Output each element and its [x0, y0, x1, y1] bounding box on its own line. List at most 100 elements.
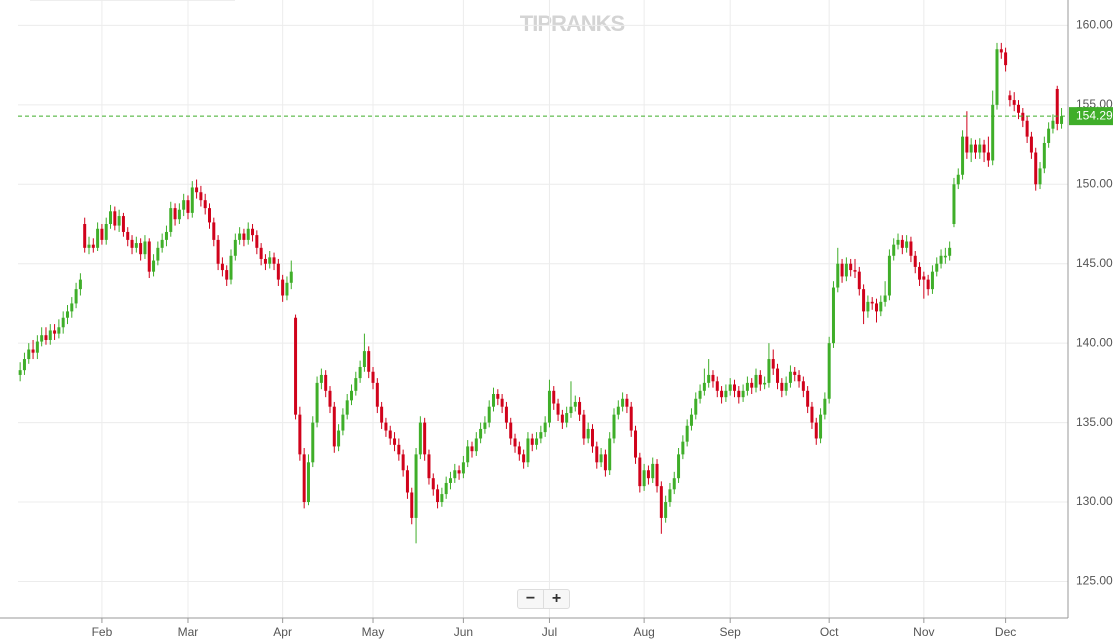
candle-body [164, 231, 168, 240]
candle-body [530, 438, 534, 445]
candle-body [509, 422, 513, 439]
candle-body [909, 241, 913, 256]
candle-body [78, 279, 82, 290]
candle-body [823, 398, 827, 415]
candle-body [758, 374, 762, 385]
candle-body [126, 231, 130, 240]
candle-body [384, 422, 388, 431]
candle-body [677, 454, 681, 479]
candle-body [57, 327, 61, 334]
candle-body [83, 224, 87, 248]
candle-body [535, 438, 539, 445]
candle-body [883, 295, 887, 302]
candle-body [875, 303, 879, 312]
x-tick-label: Oct [820, 625, 839, 639]
candle-body [556, 403, 560, 415]
candle-body [737, 390, 741, 398]
candle-body [862, 289, 866, 312]
candle-body [1055, 88, 1059, 124]
candle-body [139, 243, 143, 255]
candle-body [281, 279, 285, 296]
candle-body [978, 144, 982, 153]
y-tick-label: 130.00 [1076, 494, 1113, 508]
candle-body [182, 200, 186, 210]
candle-body [956, 174, 960, 185]
x-tick-label: May [362, 625, 385, 639]
candle-body [702, 382, 706, 391]
candle-body [573, 401, 577, 407]
candle-body [694, 398, 698, 415]
candle-body [96, 228, 100, 248]
candle-body [263, 258, 267, 264]
candle-body [918, 266, 922, 280]
candle-body [268, 257, 272, 264]
candle-body [595, 446, 599, 463]
candle-body [565, 413, 569, 423]
candle-body [362, 351, 366, 367]
candle-body [836, 263, 840, 288]
candle-body [203, 200, 207, 209]
zoom-out-button[interactable]: − [525, 590, 536, 607]
candle-body [350, 390, 354, 401]
candle-body [965, 136, 969, 153]
y-tick-label: 125.00 [1076, 574, 1113, 588]
y-tick-label: 160.00 [1076, 18, 1113, 32]
x-tick-label: Sep [720, 625, 742, 639]
candle-body [715, 381, 719, 391]
candle-body [289, 271, 293, 283]
candle-body [935, 263, 939, 272]
candle-body [926, 279, 930, 290]
candle-body [328, 390, 332, 407]
candle-body [831, 287, 835, 344]
candle-body [896, 239, 900, 245]
zoom-in-button[interactable]: + [543, 590, 569, 608]
candle-body [961, 136, 965, 175]
candle-body [212, 222, 216, 240]
candle-body [410, 492, 414, 518]
candle-body [272, 257, 276, 264]
candle-body [844, 263, 848, 277]
candle-body [638, 457, 642, 487]
candle-body [879, 301, 883, 312]
candle-body [612, 414, 616, 439]
candle-body [440, 494, 444, 503]
candle-body [969, 144, 973, 153]
candle-body [720, 390, 724, 398]
candle-body [870, 301, 874, 304]
candle-body [453, 470, 457, 479]
top-bar [30, 0, 235, 1]
x-tick-label: Aug [633, 625, 654, 639]
candle-body [784, 382, 788, 391]
candle-body [819, 414, 823, 439]
candle-body [711, 374, 715, 382]
candle-body [229, 255, 233, 280]
candle-body [324, 374, 328, 391]
candle-body [1038, 168, 1042, 185]
candle-body [238, 233, 242, 240]
candle-body [418, 422, 422, 455]
candle-body [900, 239, 904, 248]
candle-body [199, 192, 203, 201]
candle-body [319, 374, 323, 383]
candle-body [242, 233, 246, 240]
candle-body [341, 414, 345, 431]
candle-body [922, 276, 926, 280]
zoom-controls: − + [517, 589, 570, 609]
candle-body [160, 239, 164, 248]
candle-body [995, 49, 999, 105]
candle-body [1012, 100, 1016, 105]
candle-body [65, 311, 69, 318]
x-tick-label: Nov [913, 625, 934, 639]
candle-body [44, 335, 48, 340]
candle-body [87, 244, 91, 248]
candle-body [306, 462, 310, 503]
candle-body [629, 406, 633, 431]
candle-body [302, 454, 306, 503]
candle-body [195, 187, 199, 193]
candle-body [367, 351, 371, 372]
candle-body [642, 470, 646, 487]
candle-body [457, 470, 461, 474]
candle-body [698, 390, 702, 399]
candle-body [332, 406, 336, 447]
